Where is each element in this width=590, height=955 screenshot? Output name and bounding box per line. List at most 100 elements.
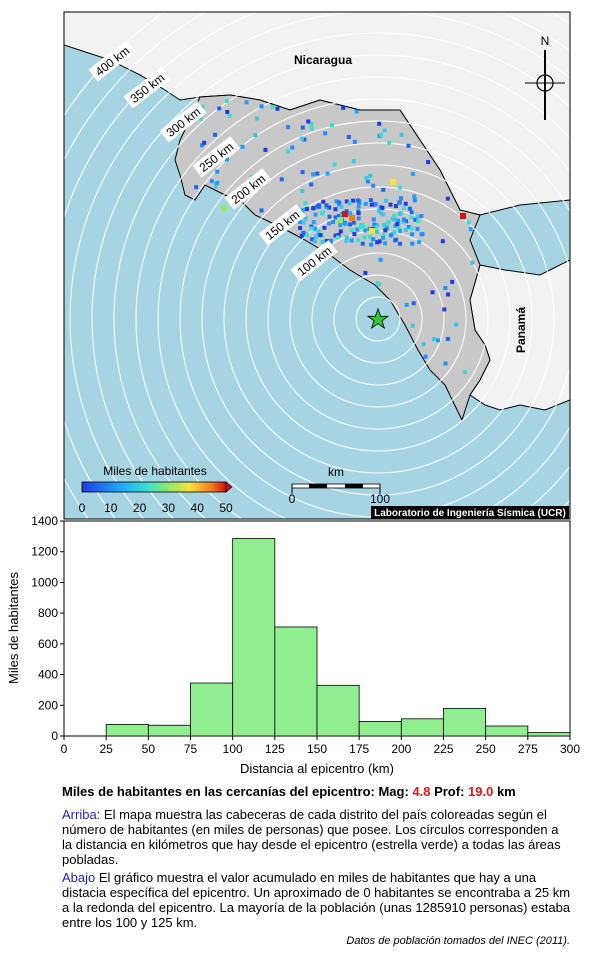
- district-point: [393, 204, 398, 209]
- y-tick-label: 400: [38, 668, 58, 682]
- x-tick-label: 75: [184, 742, 198, 756]
- district-point: [337, 217, 343, 223]
- y-tick-label: 0: [51, 729, 58, 743]
- arriba-text: El mapa muestra las cabeceras de cada di…: [62, 807, 561, 867]
- district-point: [275, 106, 280, 111]
- district-point: [383, 198, 388, 203]
- district-point: [454, 322, 459, 327]
- district-point: [377, 239, 382, 244]
- scale-tick-0: 0: [289, 492, 296, 506]
- north-arrow: N: [525, 34, 565, 120]
- district-point: [279, 177, 284, 182]
- district-point: [398, 228, 403, 233]
- district-point: [409, 210, 414, 215]
- distance-histogram: 0 25 50 75 100 125 150 175 200 225 250 275 300 0 200 4…: [6, 514, 580, 776]
- district-point: [337, 202, 342, 207]
- district-point: [378, 211, 383, 216]
- district-point: [406, 224, 411, 229]
- y-tick-label: 1000: [31, 575, 58, 589]
- district-point: [386, 220, 391, 225]
- description-abajo: Abajo El gráfico muestra el valor acumul…: [62, 870, 572, 930]
- district-point: [318, 233, 323, 238]
- district-point: [259, 208, 264, 213]
- district-point: [290, 145, 295, 150]
- district-point: [200, 104, 205, 109]
- district-point: [224, 157, 229, 162]
- district-point: [440, 239, 445, 244]
- country-label-nicaragua: Nicaragua: [294, 53, 352, 67]
- district-point: [351, 159, 356, 164]
- district-point: [430, 290, 435, 295]
- district-point: [329, 123, 334, 128]
- district-point: [369, 202, 374, 207]
- district-point: [410, 323, 415, 328]
- district-point: [369, 228, 375, 234]
- district-point: [415, 214, 420, 219]
- district-point: [325, 171, 330, 176]
- district-point: [364, 176, 369, 181]
- district-point: [395, 222, 400, 227]
- district-point: [304, 232, 309, 237]
- histogram-bar: [190, 682, 234, 737]
- district-point: [442, 307, 447, 312]
- district-point: [399, 132, 404, 137]
- district-point: [401, 219, 406, 224]
- histogram-bar: [274, 626, 318, 737]
- district-point: [336, 214, 341, 219]
- legend-tick-label: 40: [191, 501, 205, 515]
- depth-value: 19.0: [468, 784, 494, 799]
- x-tick-label: 175: [349, 742, 369, 756]
- district-point: [403, 201, 408, 206]
- district-point: [371, 237, 376, 242]
- district-point: [396, 224, 401, 229]
- y-tick-label: 200: [38, 698, 58, 712]
- histogram-bar: [232, 538, 276, 737]
- legend-tick-label: 50: [219, 501, 233, 515]
- district-point: [415, 226, 420, 231]
- district-point: [213, 184, 218, 189]
- district-point: [394, 237, 399, 242]
- district-point: [301, 230, 306, 235]
- y-tick-label: 800: [38, 606, 58, 620]
- legend-tick-label: 20: [133, 501, 147, 515]
- district-point: [225, 109, 230, 114]
- x-tick-label: 225: [433, 742, 453, 756]
- district-point: [419, 232, 424, 237]
- district-point: [356, 238, 361, 243]
- y-tick-label: 600: [38, 637, 58, 651]
- district-point: [298, 219, 303, 224]
- district-point: [359, 223, 365, 229]
- district-point: [240, 144, 245, 149]
- district-point: [388, 233, 393, 238]
- district-point: [309, 224, 314, 229]
- district-point: [396, 218, 401, 223]
- district-point: [406, 143, 411, 148]
- district-point: [378, 132, 383, 137]
- district-point: [334, 199, 339, 204]
- district-point: [346, 134, 351, 139]
- district-point: [375, 223, 380, 228]
- district-point: [217, 106, 222, 111]
- district-point: [397, 211, 402, 216]
- district-point: [460, 213, 466, 219]
- district-point: [332, 162, 337, 167]
- district-point: [362, 235, 367, 240]
- abajo-text: El gráfico muestra el valor acumulado en…: [62, 870, 571, 930]
- district-point: [331, 219, 336, 224]
- district-point: [313, 212, 318, 217]
- district-point: [349, 215, 355, 221]
- district-point: [317, 204, 322, 209]
- district-point: [315, 171, 320, 176]
- district-point: [392, 213, 397, 218]
- district-point: [378, 257, 383, 262]
- district-point: [407, 206, 412, 211]
- district-point: [333, 233, 338, 238]
- district-point: [303, 200, 308, 205]
- district-point: [367, 234, 372, 239]
- epicenter-star: [366, 307, 390, 330]
- district-point: [221, 205, 227, 211]
- district-point: [316, 229, 321, 234]
- district-point: [376, 208, 381, 213]
- district-point: [352, 139, 357, 144]
- district-point: [397, 185, 402, 190]
